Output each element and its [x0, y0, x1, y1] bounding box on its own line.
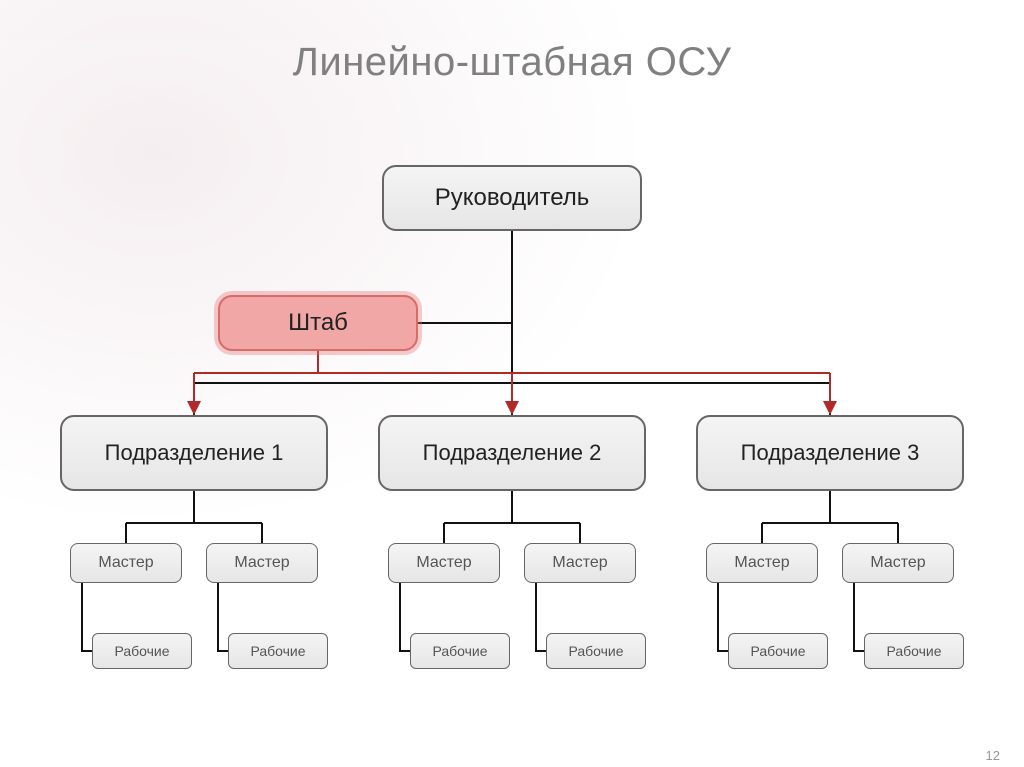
node-staff: Штаб — [218, 295, 418, 351]
node-m2b: Мастер — [524, 543, 636, 583]
node-w3b: Рабочие — [864, 633, 964, 669]
node-m1a: Мастер — [70, 543, 182, 583]
node-w2b: Рабочие — [546, 633, 646, 669]
node-div1: Подразделение 1 — [60, 415, 328, 491]
node-leader: Руководитель — [382, 165, 642, 231]
node-w1b: Рабочие — [228, 633, 328, 669]
diagram-canvas: Руководитель Штаб Подразделение 1 Подраздел… — [0, 105, 1024, 745]
node-m3a: Мастер — [706, 543, 818, 583]
node-div3: Подразделение 3 — [696, 415, 964, 491]
node-div2: Подразделение 2 — [378, 415, 646, 491]
page-number: 12 — [986, 748, 1000, 763]
node-m3b: Мастер — [842, 543, 954, 583]
node-w1a: Рабочие — [92, 633, 192, 669]
node-w2a: Рабочие — [410, 633, 510, 669]
page-title: Линейно-штабная ОСУ — [0, 40, 1024, 85]
node-w3a: Рабочие — [728, 633, 828, 669]
node-m1b: Мастер — [206, 543, 318, 583]
node-m2a: Мастер — [388, 543, 500, 583]
